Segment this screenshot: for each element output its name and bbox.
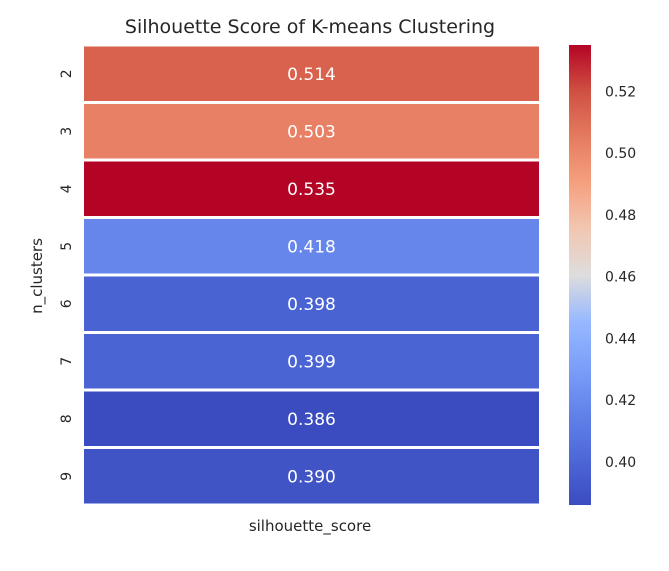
cell-value-label: 0.418 bbox=[287, 237, 336, 257]
y-tick-label: 6 bbox=[59, 299, 75, 308]
heatmap-cell bbox=[84, 276, 539, 331]
colorbar-tick-label: 0.42 bbox=[605, 393, 636, 409]
heatmap-cell bbox=[84, 391, 539, 446]
cell-value-label: 0.399 bbox=[287, 352, 336, 372]
x-axis-label: silhouette_score bbox=[249, 517, 371, 536]
y-tick-label: 4 bbox=[59, 184, 75, 193]
y-tick-label: 2 bbox=[59, 69, 75, 78]
heatmap-cell bbox=[84, 334, 539, 389]
colorbar-tick-label: 0.48 bbox=[605, 208, 636, 224]
cell-value-label: 0.503 bbox=[287, 122, 336, 142]
heatmap-cell bbox=[84, 104, 539, 159]
y-tick-label: 7 bbox=[59, 357, 75, 366]
colorbar-gradient bbox=[569, 45, 591, 505]
cell-value-label: 0.535 bbox=[287, 180, 336, 200]
y-tick-labels: 2 3 4 5 6 7 8 9 bbox=[59, 69, 75, 480]
y-tick-label: 5 bbox=[59, 242, 75, 251]
heatmap-cell bbox=[84, 449, 539, 504]
y-tick-label: 3 bbox=[59, 127, 75, 136]
colorbar-tick-label: 0.52 bbox=[605, 84, 636, 100]
cell-value-label: 0.514 bbox=[287, 65, 336, 85]
cell-value-label: 0.398 bbox=[287, 295, 336, 315]
cell-value-label: 0.386 bbox=[287, 410, 336, 430]
colorbar-tick-label: 0.46 bbox=[605, 270, 636, 286]
heatmap-cell bbox=[84, 161, 539, 216]
chart-title: Silhouette Score of K-means Clustering bbox=[125, 16, 495, 38]
heatmap-cell bbox=[84, 219, 539, 274]
colorbar: 0.40 0.42 0.44 0.46 0.48 0.50 0.52 bbox=[569, 45, 636, 505]
y-tick-label: 8 bbox=[59, 414, 75, 423]
colorbar-tick-label: 0.44 bbox=[605, 331, 636, 347]
heatmap-cells: 0.514 0.503 0.535 0.418 0.398 0.399 0.386 0.390 bbox=[84, 46, 539, 504]
colorbar-tick-label: 0.50 bbox=[605, 146, 636, 162]
y-axis-label: n_clusters bbox=[28, 238, 47, 314]
cell-value-label: 0.390 bbox=[287, 467, 336, 487]
colorbar-tick-label: 0.40 bbox=[605, 455, 636, 471]
heatmap-cell bbox=[84, 46, 539, 101]
y-tick-label: 9 bbox=[59, 472, 75, 481]
